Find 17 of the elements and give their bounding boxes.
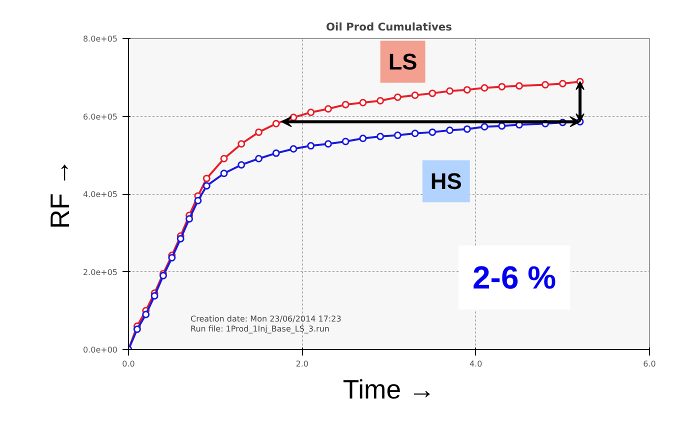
- annotation: 2-6 %: [472, 260, 556, 296]
- annotation: Creation date: Mon 23/06/2014 17:23: [190, 314, 342, 324]
- x-tick-label: 0.0: [122, 360, 135, 368]
- x-tick-label: 6.0: [643, 360, 656, 368]
- y-tick-label: 2.0e+05: [82, 268, 118, 277]
- x-tick-label: 4.0: [469, 360, 482, 368]
- y-tick-label: 8.0e+05: [82, 34, 118, 44]
- y-tick-label: 4.0e+05: [82, 190, 118, 199]
- series-label: HS: [430, 168, 462, 194]
- chart-title: Oil Prod Cumulatives: [326, 20, 452, 34]
- y-axis-title: RF →: [44, 159, 75, 229]
- y-tick-label: 0.0e+00: [82, 346, 118, 354]
- x-tick-label: 2.0: [296, 360, 309, 368]
- annotation: Run file: 1Prod_1Inj_Base_LS_3.run: [190, 324, 330, 334]
- x-axis-title: Time →: [342, 374, 436, 404]
- series-label: LS: [388, 48, 418, 75]
- y-tick-label: 6.0e+05: [82, 112, 118, 122]
